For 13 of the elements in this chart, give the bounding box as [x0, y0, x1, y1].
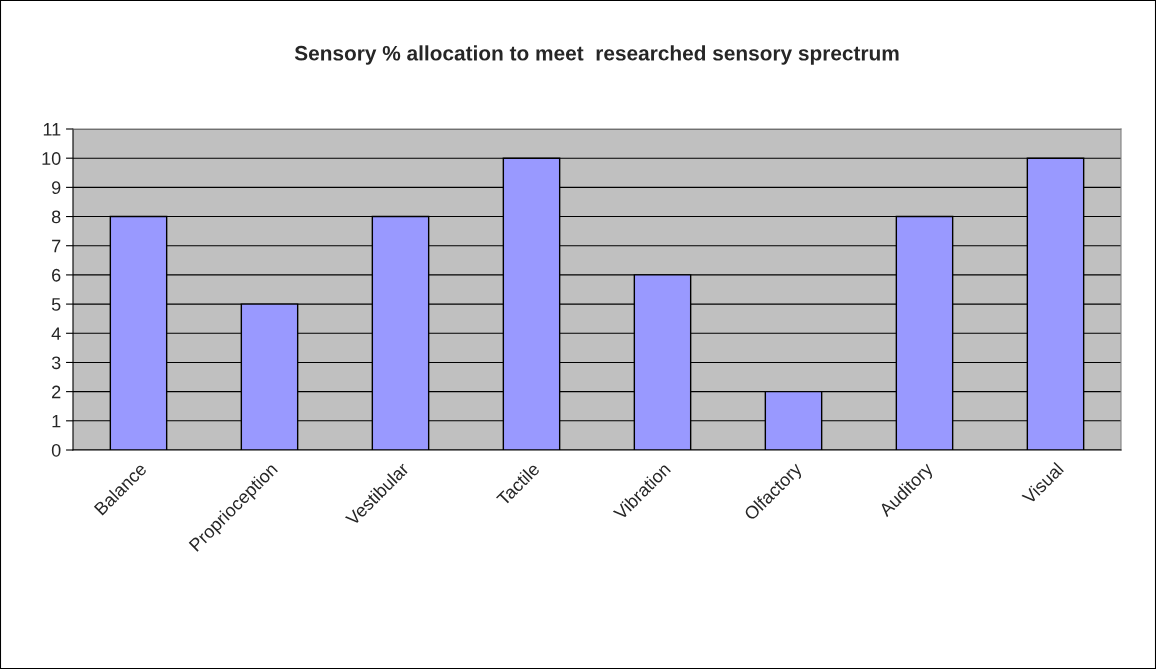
- y-tick-label: 5: [51, 298, 61, 311]
- y-tick-label: 4: [51, 327, 61, 340]
- y-tick-label: 3: [51, 356, 61, 370]
- y-tick-label: 1: [52, 414, 61, 428]
- y-tick-label: 8: [51, 210, 61, 224]
- y-tick-label: 11: [43, 123, 61, 136]
- y-tick-label: 6: [52, 268, 61, 282]
- y-tick-label: 10: [42, 152, 61, 165]
- y-tick-label: 2: [52, 385, 61, 399]
- y-tick-label: 0: [51, 443, 61, 457]
- y-tick-label: 7: [52, 239, 61, 253]
- chart-title: Sensory % allocation to meet researched sensory sprectrum: [294, 45, 899, 65]
- y-tick-label: 9: [52, 181, 61, 195]
